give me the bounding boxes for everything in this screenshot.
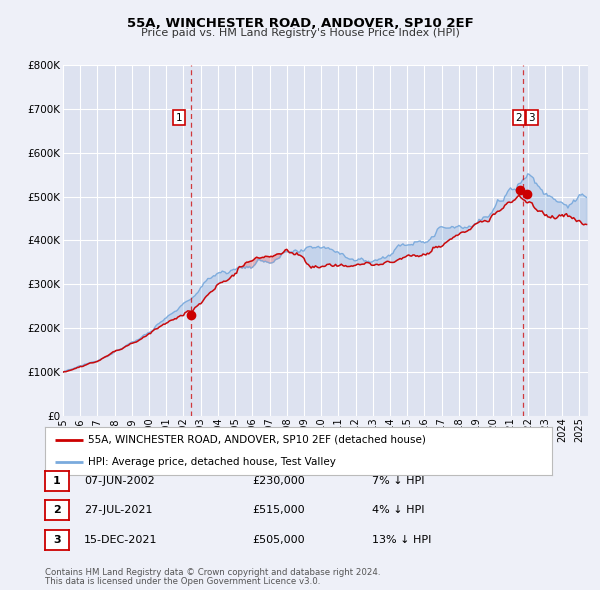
Text: 4% ↓ HPI: 4% ↓ HPI bbox=[372, 506, 425, 515]
Text: Price paid vs. HM Land Registry's House Price Index (HPI): Price paid vs. HM Land Registry's House … bbox=[140, 28, 460, 38]
Text: 2: 2 bbox=[516, 113, 523, 123]
Text: 2: 2 bbox=[53, 506, 61, 515]
Text: Contains HM Land Registry data © Crown copyright and database right 2024.: Contains HM Land Registry data © Crown c… bbox=[45, 568, 380, 577]
Text: 15-DEC-2021: 15-DEC-2021 bbox=[84, 535, 157, 545]
Text: 1: 1 bbox=[53, 476, 61, 486]
Text: HPI: Average price, detached house, Test Valley: HPI: Average price, detached house, Test… bbox=[88, 457, 336, 467]
Text: 07-JUN-2002: 07-JUN-2002 bbox=[84, 476, 155, 486]
Text: 3: 3 bbox=[53, 535, 61, 545]
Text: £505,000: £505,000 bbox=[252, 535, 305, 545]
Text: 55A, WINCHESTER ROAD, ANDOVER, SP10 2EF: 55A, WINCHESTER ROAD, ANDOVER, SP10 2EF bbox=[127, 17, 473, 30]
Text: £230,000: £230,000 bbox=[252, 476, 305, 486]
Text: 55A, WINCHESTER ROAD, ANDOVER, SP10 2EF (detached house): 55A, WINCHESTER ROAD, ANDOVER, SP10 2EF … bbox=[88, 435, 426, 445]
Text: This data is licensed under the Open Government Licence v3.0.: This data is licensed under the Open Gov… bbox=[45, 578, 320, 586]
Text: 7% ↓ HPI: 7% ↓ HPI bbox=[372, 476, 425, 486]
Text: £515,000: £515,000 bbox=[252, 506, 305, 515]
Text: 1: 1 bbox=[176, 113, 182, 123]
Text: 13% ↓ HPI: 13% ↓ HPI bbox=[372, 535, 431, 545]
Text: 27-JUL-2021: 27-JUL-2021 bbox=[84, 506, 152, 515]
Text: 3: 3 bbox=[529, 113, 535, 123]
